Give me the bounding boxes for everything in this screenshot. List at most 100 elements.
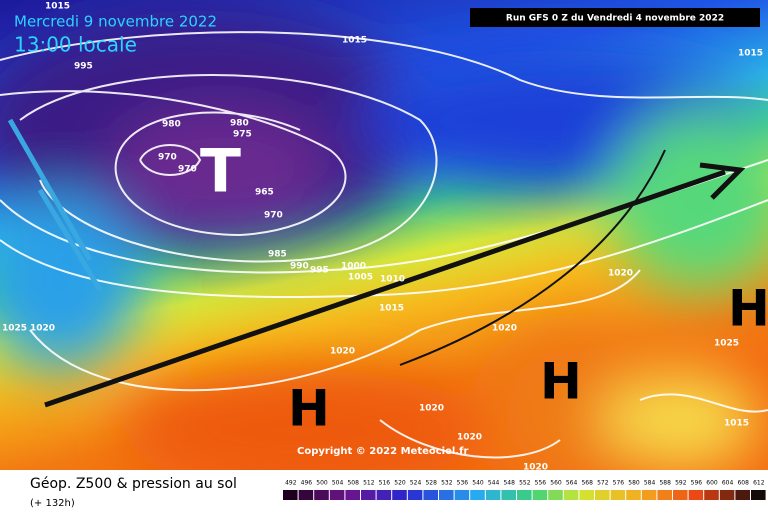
scale-label: 612 [753, 480, 765, 487]
scale-swatch [314, 490, 329, 500]
scale-label: 540 [472, 480, 484, 487]
isobar-label: 1005 [348, 273, 373, 283]
scale-label: 544 [488, 480, 500, 487]
isobar-label: 1015 [45, 2, 70, 12]
trajectories [44, 149, 746, 408]
scale-label: 576 [613, 480, 625, 487]
scale-label: 600 [706, 480, 718, 487]
isobar-label: 970 [178, 165, 197, 175]
pressure-center: H [540, 353, 582, 411]
scale-swatch [610, 490, 626, 500]
scale-swatch [626, 490, 641, 500]
scale-label: 508 [347, 480, 359, 487]
footer-lead: (+ 132h) [30, 498, 75, 509]
scale-swatch [501, 490, 516, 500]
scale-swatch [423, 490, 438, 500]
scale-label: 560 [550, 480, 562, 487]
scale-swatch [376, 490, 392, 500]
scale-swatch [517, 490, 532, 500]
isobar-label: 1020 [457, 433, 482, 443]
scale-swatch [641, 490, 657, 500]
copyright: Copyright © 2022 Meteociel.fr [297, 446, 468, 457]
scale-swatch [454, 490, 470, 500]
scale-label: 592 [675, 480, 687, 487]
isobar-label: 1020 [30, 324, 55, 334]
isobar-label: 1015 [342, 36, 367, 46]
scale-label: 548 [503, 480, 515, 487]
isobar-label: 1020 [523, 463, 548, 473]
scale-label: 492 [285, 480, 297, 487]
scale-swatch [579, 490, 594, 500]
isobar-label: 970 [158, 153, 177, 163]
pressure-center: H [728, 280, 768, 338]
isobar-label: 1015 [724, 419, 749, 429]
scale-swatch [751, 490, 766, 500]
scale-label: 532 [441, 480, 453, 487]
scale-label: 536 [457, 480, 469, 487]
scale-label: 524 [410, 480, 422, 487]
isobar-label: 995 [310, 266, 329, 276]
scale-label: 528 [425, 480, 437, 487]
isobar-label: 995 [74, 62, 93, 72]
scale-swatch [563, 490, 579, 500]
footer-title: Géop. Z500 & pression au sol [30, 476, 237, 492]
scale-swatch [298, 490, 314, 500]
pressure-center: H [288, 380, 330, 438]
isobar-label: 975 [233, 130, 252, 140]
scale-label: 556 [535, 480, 547, 487]
isobar-label: 1015 [379, 304, 404, 314]
scale-label: 516 [379, 480, 391, 487]
scale-label: 584 [644, 480, 656, 487]
scale-swatch [361, 490, 376, 500]
run-info: Run GFS 0 Z du Vendredi 4 novembre 2022 [506, 14, 724, 24]
scale-label: 580 [628, 480, 640, 487]
scale-label: 512 [363, 480, 375, 487]
isobar-label: 970 [264, 211, 283, 221]
isobar-label: 1000 [341, 262, 366, 272]
scale-swatch [532, 490, 548, 500]
isobar-label: 965 [255, 188, 274, 198]
scale-swatch [719, 490, 735, 500]
pressure-center: T [200, 137, 241, 207]
scale-swatch [470, 490, 485, 500]
isobar-label: 1010 [380, 275, 405, 285]
scale-label: 604 [722, 480, 734, 487]
scale-label: 596 [691, 480, 703, 487]
scale-swatch [345, 490, 360, 500]
scale-label: 500 [316, 480, 328, 487]
scale-label: 564 [566, 480, 578, 487]
scale-label: 552 [519, 480, 531, 487]
scale-label: 608 [737, 480, 749, 487]
isobar-label: 980 [162, 120, 181, 130]
scale-swatch [283, 490, 298, 500]
scale-label: 572 [597, 480, 609, 487]
scale-label: 504 [332, 480, 344, 487]
valid-time: 13:00 locale [14, 33, 137, 57]
isobar-label: 1015 [738, 49, 763, 59]
scale-swatch [688, 490, 704, 500]
scale-swatch [485, 490, 501, 500]
scale-swatch [548, 490, 563, 500]
scale-swatch [439, 490, 454, 500]
valid-date: Mercredi 9 novembre 2022 [14, 13, 217, 31]
isobar-label: 1025 [714, 339, 739, 349]
isobar-label: 990 [290, 262, 309, 272]
isobar-label: 1020 [419, 404, 444, 414]
scale-swatch [392, 490, 407, 500]
scale-swatch [329, 490, 345, 500]
isobar-label: 1020 [608, 269, 633, 279]
isobar-label: 1020 [492, 324, 517, 334]
isobar-label: 1025 [2, 324, 27, 334]
scale-swatch [735, 490, 750, 500]
scale-swatch [407, 490, 423, 500]
scale-swatch [657, 490, 672, 500]
scale-swatch [704, 490, 719, 500]
scale-label: 496 [301, 480, 313, 487]
scale-label: 568 [581, 480, 593, 487]
scale-swatch [595, 490, 610, 500]
scale-label: 520 [394, 480, 406, 487]
isobar-label: 980 [230, 119, 249, 129]
scale-swatch [673, 490, 688, 500]
